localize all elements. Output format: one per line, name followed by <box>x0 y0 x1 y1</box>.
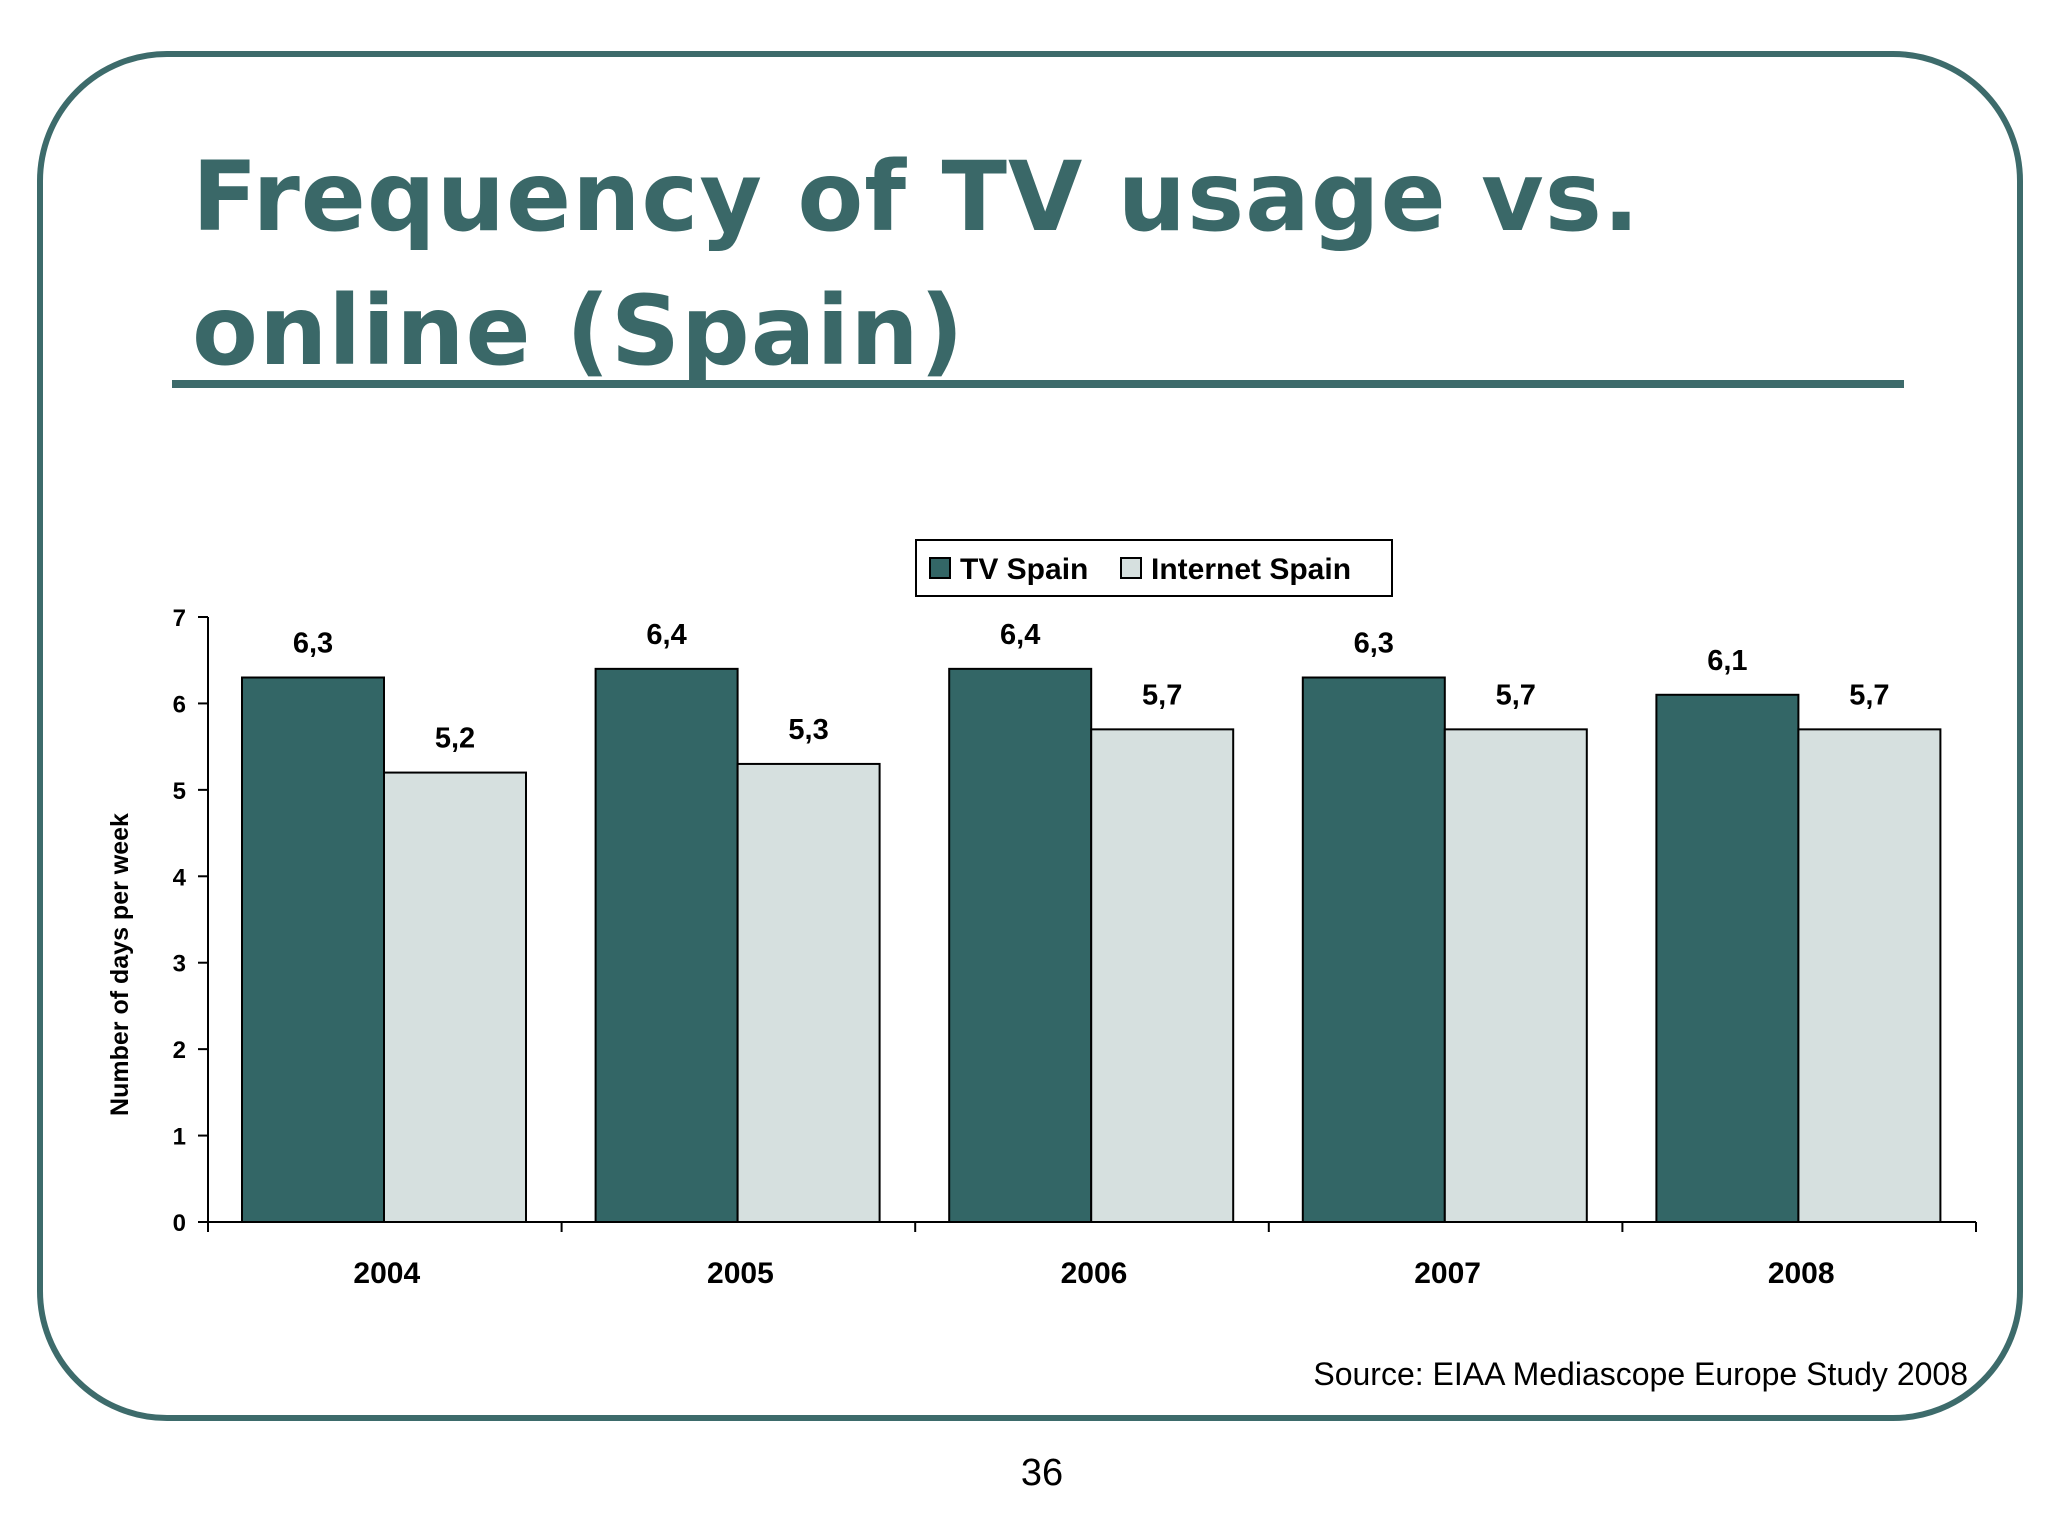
bar-internet-2008 <box>1797 728 1942 1223</box>
x-tick-label: 2008 <box>1768 1257 1835 1290</box>
y-tick-label: 2 <box>173 1037 186 1064</box>
x-axis: 2004 2005 2006 2007 2008 <box>207 1221 1977 1290</box>
data-label: 6,4 <box>1000 619 1040 651</box>
bar-internet-2006 <box>1090 728 1235 1223</box>
y-tick-label: 3 <box>173 951 186 978</box>
bar-internet-2007 <box>1443 728 1588 1223</box>
data-label: 5,2 <box>435 723 475 755</box>
data-label: 5,7 <box>1142 679 1182 711</box>
data-label: 5,7 <box>1849 679 1889 711</box>
bar-tv-2007 <box>1301 676 1446 1223</box>
legend-label: Internet Spain <box>1151 553 1351 586</box>
legend-label: TV Spain <box>960 553 1088 586</box>
data-label: 5,3 <box>788 714 828 746</box>
bar-tv-2005 <box>594 667 739 1223</box>
bar-internet-2004 <box>383 771 527 1223</box>
y-tick-label: 4 <box>173 864 187 891</box>
chart-legend: TV Spain Internet Spain <box>915 539 1393 597</box>
legend-box <box>915 539 1393 597</box>
legend-swatch <box>1120 557 1142 579</box>
y-tick-label: 7 <box>173 605 186 632</box>
data-label: 6,4 <box>646 619 686 651</box>
data-label: 5,7 <box>1496 679 1536 711</box>
bar-tv-2004 <box>241 676 385 1223</box>
bar-internet-2005 <box>736 762 881 1224</box>
x-tick-label: 2007 <box>1414 1257 1481 1290</box>
y-axis: 0 1 2 3 4 5 6 7 Number of days per week <box>106 605 209 1237</box>
y-tick-label: 6 <box>173 691 186 718</box>
slide-title: Frequency of TV usage vs. online (Spain) <box>192 141 1641 387</box>
data-label: 6,3 <box>293 628 333 660</box>
y-axis-label: Number of days per week <box>106 813 134 1116</box>
x-tick-label: 2004 <box>353 1257 420 1290</box>
y-tick-label: 0 <box>173 1210 186 1237</box>
data-label: 6,3 <box>1354 628 1394 660</box>
x-tick-label: 2006 <box>1061 1257 1128 1290</box>
y-tick-label: 5 <box>173 778 186 805</box>
slide-frame <box>37 51 2023 1421</box>
bar-tv-2006 <box>948 667 1093 1223</box>
bar-tv-2008 <box>1655 693 1800 1223</box>
y-tick-label: 1 <box>173 1124 186 1151</box>
page-number: 36 <box>1020 1452 1064 1494</box>
source-note: Source: EIAA Mediascope Europe Study 200… <box>1313 1356 1968 1392</box>
bars: 6,3 5,2 6,4 5,3 6,4 5,7 6,3 5,7 6,1 5,7 <box>241 619 1942 1224</box>
title-underline <box>172 380 1904 388</box>
data-label: 6,1 <box>1707 645 1747 677</box>
legend-swatch <box>929 557 951 579</box>
x-tick-label: 2005 <box>707 1257 774 1290</box>
